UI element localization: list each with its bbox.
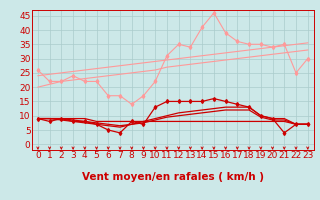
X-axis label: Vent moyen/en rafales ( km/h ): Vent moyen/en rafales ( km/h )	[82, 171, 264, 182]
